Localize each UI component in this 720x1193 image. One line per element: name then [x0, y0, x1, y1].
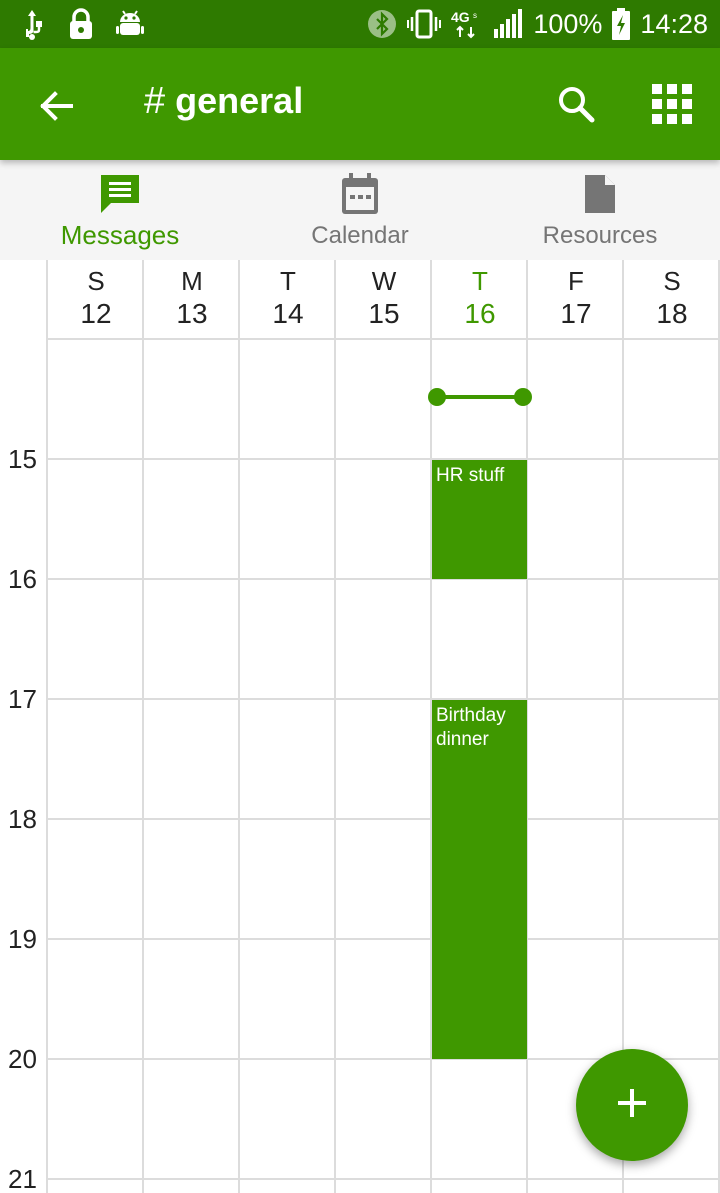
- channel-hash: #: [144, 80, 166, 122]
- day-number: 13: [176, 298, 208, 329]
- day-of-week: M: [181, 266, 203, 296]
- tab-calendar[interactable]: Calendar: [240, 160, 480, 260]
- hour-label: 19: [8, 924, 37, 954]
- app-bar: # general: [0, 48, 720, 160]
- event-title: HR stuff: [436, 465, 505, 486]
- day-of-week: T: [472, 266, 488, 296]
- hour-line: [48, 458, 720, 460]
- svg-text:4G: 4G: [451, 9, 470, 25]
- hour-line: [48, 578, 720, 580]
- day-header-sat-18[interactable]: S 18: [624, 266, 720, 332]
- calendar-week-view[interactable]: S 12 M 13 T 14 W 15 T 16 F 17 S 18 15 16…: [0, 260, 720, 1193]
- hour-line: [48, 1178, 720, 1180]
- lock-icon: [68, 8, 94, 40]
- calendar-icon: [240, 170, 480, 218]
- grid-line: [718, 260, 720, 1193]
- event-title: Birthday dinner: [436, 705, 506, 750]
- tab-label: Resources: [542, 222, 658, 249]
- day-number: 18: [656, 298, 688, 329]
- back-arrow-icon[interactable]: [32, 82, 80, 130]
- day-of-week: F: [568, 266, 584, 296]
- day-of-week: S: [87, 266, 105, 296]
- day-header-sun-12[interactable]: S 12: [48, 266, 144, 332]
- day-of-week: T: [280, 266, 296, 296]
- message-icon: [0, 170, 240, 218]
- day-header-fri-17[interactable]: F 17: [528, 266, 624, 332]
- apps-grid-icon[interactable]: [648, 80, 696, 128]
- grid-line: [430, 260, 432, 1193]
- event-hr-stuff[interactable]: HR stuff: [432, 460, 527, 579]
- search-icon[interactable]: [552, 80, 600, 128]
- svg-text:s: s: [473, 11, 477, 20]
- hour-line: [48, 1058, 720, 1060]
- hour-label: 20: [8, 1044, 37, 1074]
- tab-label: Calendar: [311, 222, 409, 249]
- bluetooth-icon: [367, 9, 397, 39]
- tab-messages[interactable]: Messages: [0, 160, 240, 260]
- day-header-wed-15[interactable]: W 15: [336, 266, 432, 332]
- hour-line: [48, 818, 720, 820]
- hour-label: 21: [8, 1164, 37, 1193]
- grid-line: [46, 260, 48, 1193]
- hour-line: [48, 938, 720, 940]
- event-birthday-dinner[interactable]: Birthday dinner: [432, 700, 527, 1059]
- signal-icon: [493, 9, 523, 39]
- grid-line: [334, 260, 336, 1193]
- tab-resources[interactable]: Resources: [480, 160, 720, 260]
- day-header-thu-16-today[interactable]: T 16: [432, 266, 528, 332]
- grid-line: [238, 260, 240, 1193]
- hour-line: [48, 698, 720, 700]
- day-number: 14: [272, 298, 304, 329]
- battery-percent: 100%: [533, 8, 603, 39]
- android-icon: [116, 9, 144, 39]
- day-number: 16: [464, 298, 496, 329]
- grid-line: [622, 260, 624, 1193]
- status-bar: 4G s 100% 14:28: [0, 0, 720, 48]
- day-header-tue-14[interactable]: T 14: [240, 266, 336, 332]
- header-divider: [48, 338, 720, 340]
- grid-line: [142, 260, 144, 1193]
- day-of-week: W: [371, 266, 397, 296]
- hour-label: 15: [8, 444, 37, 474]
- battery-charging-icon: [612, 8, 631, 40]
- add-event-button[interactable]: [576, 1049, 688, 1161]
- hour-label: 18: [8, 804, 37, 834]
- grid-line: [526, 260, 528, 1193]
- day-number: 12: [80, 298, 112, 329]
- clock: 14:28: [640, 8, 708, 39]
- usb-icon: [18, 8, 46, 40]
- tab-label: Messages: [60, 220, 180, 250]
- plus-icon: [616, 1087, 648, 1124]
- channel-name: general: [175, 80, 304, 121]
- hour-label: 17: [8, 684, 37, 714]
- current-time-indicator: [428, 388, 532, 406]
- network-4g-icon: 4G s: [451, 9, 483, 39]
- file-icon: [480, 170, 720, 218]
- hour-label: 16: [8, 564, 37, 594]
- day-number: 15: [368, 298, 400, 329]
- day-of-week: S: [663, 266, 681, 296]
- day-number: 17: [560, 298, 592, 329]
- day-header-mon-13[interactable]: M 13: [144, 266, 240, 332]
- tab-bar: Messages Calendar Resources: [0, 160, 720, 260]
- vibrate-icon: [407, 9, 442, 39]
- channel-title: # general: [144, 80, 303, 123]
